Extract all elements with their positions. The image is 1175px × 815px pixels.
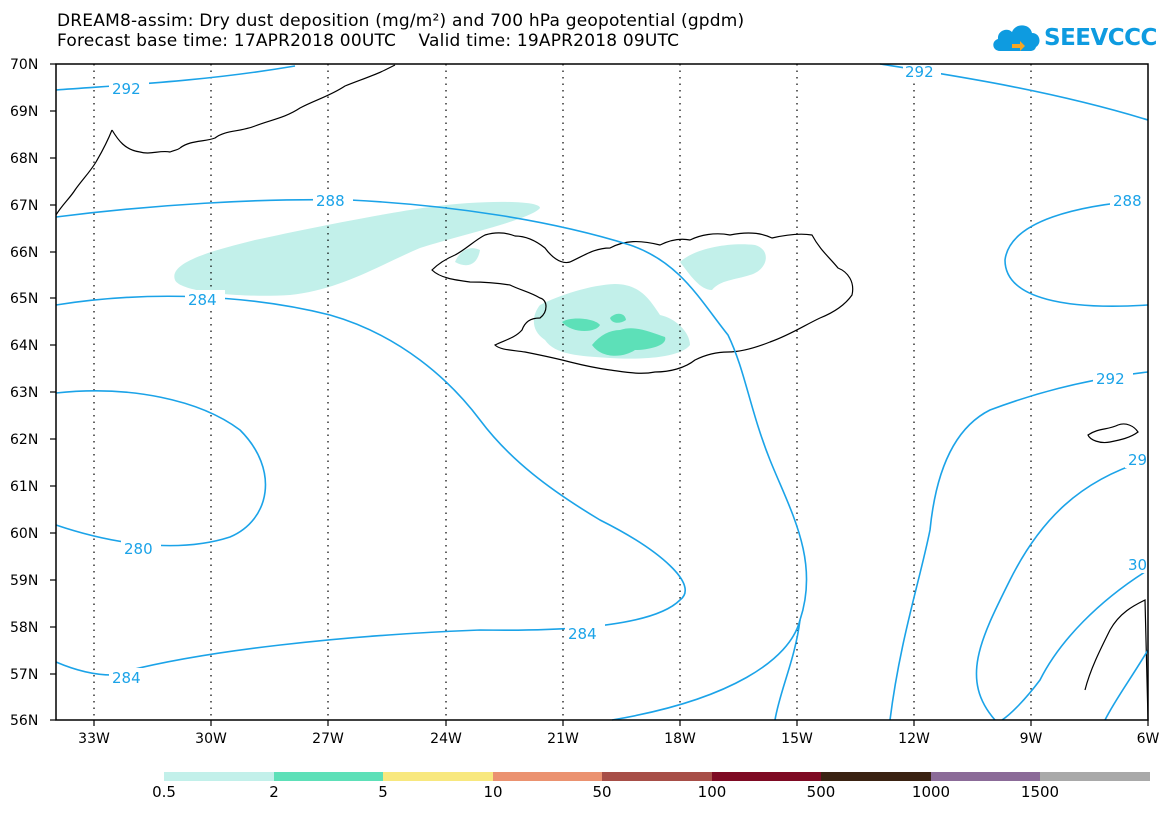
contour-label: 284 xyxy=(112,669,141,687)
longitude-labels: 33W 30W 27W 24W 21W 18W 15W 12W 9W 6W xyxy=(78,731,1159,747)
contour-label: 30 xyxy=(1128,556,1147,574)
scotland-coast xyxy=(1084,599,1149,721)
lat-label: 63N xyxy=(10,385,38,401)
coastlines xyxy=(55,64,1149,721)
latitude-labels: 70N 69N 68N 67N 66N 65N 64N 63N 62N 61N … xyxy=(10,57,38,729)
map-frame xyxy=(55,63,1149,721)
scale-swatch xyxy=(1040,772,1150,781)
lat-label: 65N xyxy=(10,291,38,307)
greenland-coast xyxy=(179,64,396,149)
lon-label: 21W xyxy=(547,731,579,747)
contour-280 xyxy=(55,390,267,547)
dust-area-light xyxy=(174,201,540,296)
scale-label: 50 xyxy=(592,783,612,801)
lat-label: 68N xyxy=(10,151,38,167)
contour-label: 288 xyxy=(1113,192,1142,210)
contour-296 xyxy=(975,459,1149,721)
scale-swatch xyxy=(493,772,602,781)
lat-label: 59N xyxy=(10,573,38,589)
lon-label: 15W xyxy=(781,731,813,747)
contour-304 xyxy=(1104,649,1149,721)
lat-label: 61N xyxy=(10,479,38,495)
scale-swatch xyxy=(712,772,821,781)
contour-292-north xyxy=(55,65,296,91)
greenland-coast xyxy=(111,129,181,154)
faroe-coast xyxy=(1087,423,1139,444)
lat-label: 58N xyxy=(10,620,38,636)
seevccc-logo: SEEVCCC xyxy=(990,19,1157,59)
logo-text: SEEVCCC xyxy=(1044,25,1157,51)
scale-label: 100 xyxy=(697,783,727,801)
contour-labels: 292 292 288 288 284 280 284 284 292 29 3… xyxy=(109,62,1149,687)
lat-label: 69N xyxy=(10,104,38,120)
scale-label: 10 xyxy=(483,783,503,801)
dust-area-light xyxy=(680,244,766,290)
scale-label: 2 xyxy=(269,783,279,801)
scale-swatch xyxy=(274,772,383,781)
scale-label: 1500 xyxy=(1020,783,1060,801)
scale-swatch xyxy=(602,772,712,781)
contour-300 xyxy=(1001,569,1149,721)
dust-area-medium xyxy=(610,313,626,323)
graticule xyxy=(93,64,1032,720)
lat-label: 60N xyxy=(10,526,38,542)
lat-label: 62N xyxy=(10,432,38,448)
dust-area-medium xyxy=(562,318,600,332)
geopotential-contours xyxy=(55,63,1149,721)
lat-label: 67N xyxy=(10,198,38,214)
iceland-coast xyxy=(431,232,854,374)
scale-label: 0.5 xyxy=(152,783,176,801)
contour-label: 284 xyxy=(568,625,597,643)
lon-label: 33W xyxy=(78,731,110,747)
contour-label: 292 xyxy=(905,63,934,81)
lat-label: 70N xyxy=(10,57,38,73)
lon-label: 30W xyxy=(195,731,227,747)
scale-label: 1000 xyxy=(911,783,951,801)
scale-label: 5 xyxy=(378,783,388,801)
lon-label: 12W xyxy=(898,731,930,747)
lon-label: 9W xyxy=(1020,731,1043,747)
map-subtitle: Forecast base time: 17APR2018 00UTC Vali… xyxy=(57,31,680,51)
scale-swatch xyxy=(931,772,1040,781)
contour-284 xyxy=(55,295,686,676)
contour-label: 29 xyxy=(1128,451,1147,469)
cloud-logo-icon xyxy=(993,25,1040,51)
tick-marks xyxy=(50,63,1149,726)
lat-label: 64N xyxy=(10,338,38,354)
lon-label: 27W xyxy=(312,731,344,747)
scale-label: 500 xyxy=(806,783,836,801)
lon-label: 6W xyxy=(1137,731,1160,747)
map-title: DREAM8-assim: Dry dust deposition (mg/m²… xyxy=(57,11,745,31)
dust-area-medium xyxy=(592,328,666,356)
dust-area-light xyxy=(455,248,480,266)
lat-label: 57N xyxy=(10,667,38,683)
lon-label: 24W xyxy=(430,731,462,747)
scale-swatch xyxy=(821,772,931,781)
contour-288-east xyxy=(1004,199,1149,307)
contour-label: 284 xyxy=(188,291,217,309)
lon-label: 18W xyxy=(664,731,696,747)
contour-label: 292 xyxy=(1096,370,1125,388)
lat-label: 56N xyxy=(10,713,38,729)
contour-label: 292 xyxy=(112,80,141,98)
contour-label: 280 xyxy=(124,540,153,558)
scale-swatch xyxy=(164,772,274,781)
scale-swatch xyxy=(383,772,493,781)
contour-label: 288 xyxy=(316,192,345,210)
dust-deposition-shading xyxy=(174,201,766,359)
contour-292-south xyxy=(889,371,1149,721)
lat-label: 66N xyxy=(10,245,38,261)
greenland-coast xyxy=(55,129,113,216)
contour-unlabeled-west xyxy=(774,619,801,721)
